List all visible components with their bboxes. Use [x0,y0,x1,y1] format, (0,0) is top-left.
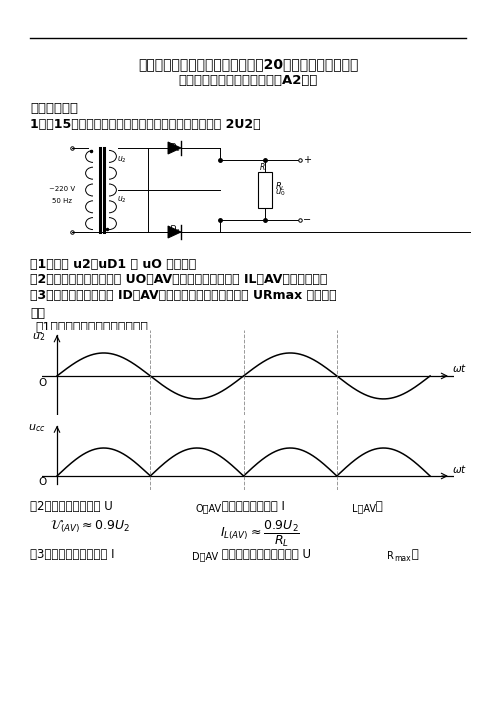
Text: $u_2$: $u_2$ [117,194,126,205]
Text: 为: 为 [408,548,419,561]
Text: O: O [38,477,47,487]
Text: $D_1$: $D_1$ [169,141,181,154]
Text: L，AV: L，AV [352,503,376,513]
Text: $\mathcal{U}_{(AV)} \approx 0.9U_2$: $\mathcal{U}_{(AV)} \approx 0.9U_2$ [50,519,130,536]
Text: $u_0$: $u_0$ [275,187,286,198]
Text: 电子科技大学网络教育考卷（A2卷）: 电子科技大学网络教育考卷（A2卷） [179,74,317,87]
Text: （1）全波整流电路，波形如下图: （1）全波整流电路，波形如下图 [35,321,148,334]
Text: 解：: 解： [30,307,45,320]
Text: $u_2$: $u_2$ [32,331,45,343]
Text: D，AV: D，AV [192,551,218,561]
Text: $u_2$: $u_2$ [117,154,126,165]
Text: （2）输出电压平均值 U: （2）输出电压平均值 U [30,500,113,513]
Text: max: max [394,554,411,563]
Text: $u_{cc}$: $u_{cc}$ [28,423,45,435]
Text: （1）画出 u2、uD1 和 uO 的波形；: （1）画出 u2、uD1 和 uO 的波形； [30,258,196,271]
Text: −: − [303,215,311,225]
Polygon shape [168,142,181,154]
Text: $D_2$: $D_2$ [169,223,181,236]
Text: ~220 V: ~220 V [49,186,75,192]
Bar [258,172,272,208]
Text: 电子科技大学《电路设计与仿真》20秋期末考试参考答案: 电子科技大学《电路设计与仿真》20秋期末考试参考答案 [138,57,358,71]
Text: $\omega t$: $\omega t$ [452,463,467,475]
Text: $I_{L(AV)} \approx \dfrac{0.9U_2}{R_L}$: $I_{L(AV)} \approx \dfrac{0.9U_2}{R_L}$ [220,519,300,549]
Text: 一、分析简答: 一、分析简答 [30,102,78,115]
Text: $R$: $R$ [259,161,265,172]
Text: R: R [387,551,394,561]
Text: 和输出电流平均值 I: 和输出电流平均值 I [218,500,285,513]
Text: 为: 为 [372,500,383,513]
Text: 和所承受的最大反向电压 U: 和所承受的最大反向电压 U [218,548,311,561]
Text: O，AV: O，AV [195,503,221,513]
Text: $\omega t$: $\omega t$ [452,362,467,374]
Text: （3）二极管的平均电流 I: （3）二极管的平均电流 I [30,548,115,561]
Polygon shape [168,226,181,238]
Text: （2）求出输出电压平均值 UO（AV）和输出电流平均值 IL（AV）的表达式；: （2）求出输出电压平均值 UO（AV）和输出电流平均值 IL（AV）的表达式； [30,273,327,286]
Text: 50 Hz: 50 Hz [52,198,72,204]
Text: 1、（15分）电路如图所示，变压器副边电压有效值为 2U2。: 1、（15分）电路如图所示，变压器副边电压有效值为 2U2。 [30,118,260,131]
Text: +: + [303,155,311,165]
Text: （3）二极管的平均电流 ID（AV）和所承受的最大反向电压 URmax 的表达。: （3）二极管的平均电流 ID（AV）和所承受的最大反向电压 URmax 的表达。 [30,289,337,302]
Text: $R_L$: $R_L$ [275,180,286,193]
Text: O: O [38,378,47,388]
